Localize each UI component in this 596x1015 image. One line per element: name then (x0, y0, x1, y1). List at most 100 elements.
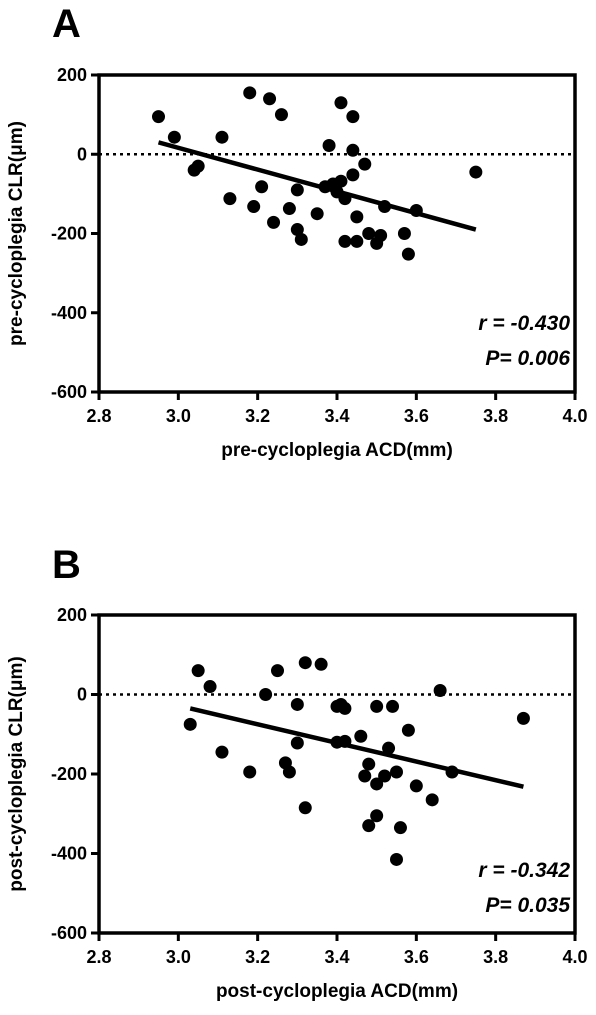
a-data-point (334, 96, 348, 110)
a-r-value: r = -0.430 (478, 312, 570, 335)
a-x-tick-label: 3.4 (324, 406, 349, 426)
b-p-value: P= 0.035 (485, 894, 570, 917)
a-p-value: P= 0.006 (485, 347, 570, 370)
b-y-tick-label: -600 (51, 923, 87, 943)
b-y-axis-title: post-cycloplegia CLR(μm) (6, 656, 27, 891)
a-y-tick-label: 200 (57, 65, 87, 85)
b-data-point (215, 745, 229, 759)
b-data-point (409, 779, 423, 793)
b-data-point (298, 656, 312, 670)
b-data-point (390, 765, 403, 779)
b-data-point (203, 680, 217, 694)
b-data-point (338, 701, 352, 715)
a-data-point (362, 227, 376, 240)
a-x-tick-label: 3.8 (483, 406, 508, 426)
a-y-tick-label: -400 (51, 303, 87, 323)
a-x-tick-label: 3.0 (166, 406, 191, 426)
a-data-point (282, 202, 296, 216)
b-data-point (370, 777, 384, 791)
a-data-point (346, 110, 360, 124)
b-y-tick-label: -200 (51, 764, 87, 784)
b-data-point (259, 688, 273, 701)
b-data-point (338, 734, 352, 748)
b-y-tick-label: 0 (77, 685, 87, 705)
a-data-point (152, 110, 165, 124)
a-y-tick-label: 0 (77, 144, 87, 164)
a-x-tick-label: 3.6 (404, 406, 429, 426)
a-data-point (274, 108, 288, 122)
b-data-point (362, 757, 376, 771)
b-data-point (378, 769, 392, 783)
a-data-point (346, 143, 360, 157)
panel-b-label: B (52, 543, 81, 587)
a-data-point (263, 92, 277, 106)
a-data-point (409, 204, 423, 218)
a-x-tick-label: 2.8 (86, 406, 111, 426)
a-data-point (378, 200, 392, 214)
b-x-tick-label: 2.8 (86, 947, 111, 967)
b-data-point (390, 852, 403, 866)
a-x-axis-title: pre-cycloplegia ACD(mm) (221, 440, 453, 461)
b-x-tick-label: 3.4 (324, 947, 349, 967)
b-data-point (362, 819, 376, 833)
b-data-point (433, 684, 447, 698)
b-data-point (354, 729, 368, 743)
b-data-point (370, 809, 384, 823)
a-x-tick-label: 4.0 (562, 406, 587, 426)
a-data-point (290, 223, 304, 237)
b-data-point (516, 711, 530, 725)
b-data-point (314, 657, 328, 671)
a-data-point (243, 86, 257, 100)
b-x-tick-label: 3.8 (483, 947, 508, 967)
chart-a: 2.8 3.0 3.2 3.4 3.6 3.8 4.0 200 0 -200 -400 -600 pre… (6, 65, 588, 461)
panel-a-label: A (52, 2, 81, 46)
a-regression-line (157, 140, 477, 232)
a-data-point (294, 232, 308, 246)
b-plot-frame (97, 613, 577, 935)
a-data-point (191, 159, 205, 173)
b-data-point (370, 699, 384, 713)
b-data-point (386, 699, 400, 713)
b-data-point (445, 765, 459, 779)
b-r-value: r = -0.342 (478, 859, 570, 882)
a-data-point (247, 200, 261, 214)
b-data-point (243, 765, 257, 779)
a-data-point (397, 227, 411, 240)
a-plot-frame (97, 73, 577, 394)
a-data-point (469, 165, 483, 179)
b-data-point (290, 697, 304, 711)
a-y-tick-label: -200 (51, 224, 87, 244)
b-x-tick-label: 3.6 (404, 947, 429, 967)
b-regression-line (189, 706, 524, 789)
b-data-point (271, 664, 284, 678)
a-data-point (374, 228, 388, 242)
b-data-point (282, 765, 296, 779)
b-data-point (382, 741, 396, 755)
b-data-point (401, 723, 415, 737)
a-data-point (338, 234, 352, 248)
a-data-point (167, 130, 181, 144)
a-data-point (267, 215, 281, 229)
a-data-point (255, 180, 269, 194)
chart-b: 2.8 3.0 3.2 3.4 3.6 3.8 4.0 200 0 -200 -400 -600 pos… (6, 605, 588, 1002)
a-data-point (322, 139, 336, 153)
b-x-axis-title: post-cycloplegia ACD(mm) (216, 981, 458, 1002)
a-x-tick-label: 3.2 (245, 406, 270, 426)
a-y-axis-title: pre-cycloplegia CLR(μm) (6, 121, 27, 346)
a-y-tick-label: -600 (51, 382, 87, 402)
b-x-tick-label: 3.2 (245, 947, 270, 967)
b-data-point (298, 801, 312, 815)
b-data-point (393, 821, 407, 835)
a-data-point (350, 234, 364, 248)
b-data-point (358, 769, 372, 783)
a-data-point (401, 247, 415, 261)
a-data-point (310, 207, 324, 221)
a-data-point (358, 157, 372, 171)
a-data-point (350, 210, 364, 224)
b-y-tick-label: 200 (57, 605, 87, 625)
a-data-point (223, 192, 237, 206)
a-data-point (346, 168, 360, 182)
a-data-point (290, 183, 304, 197)
b-data-point (290, 736, 304, 750)
